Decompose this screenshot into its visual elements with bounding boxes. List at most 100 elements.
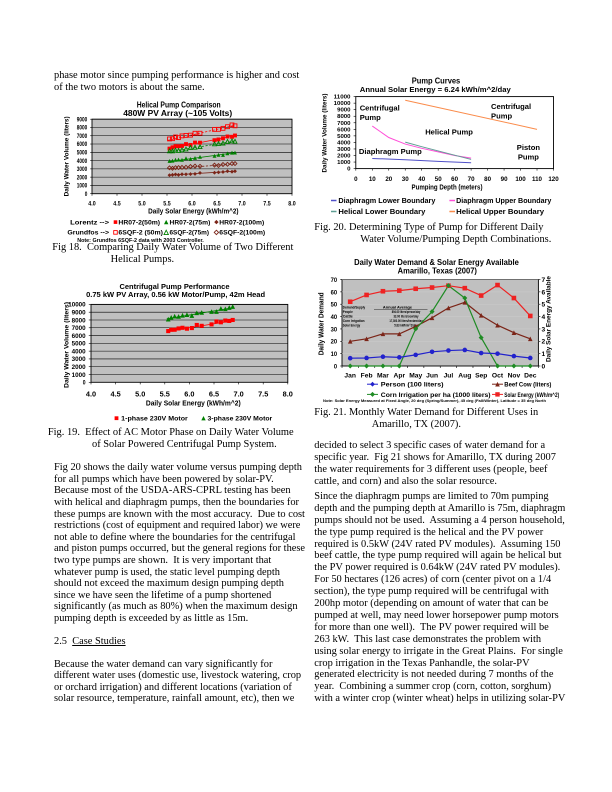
svg-text:110: 110 (532, 176, 543, 183)
svg-text:0: 0 (542, 363, 546, 370)
svg-text:30: 30 (331, 326, 338, 333)
svg-text:6.5: 6.5 (209, 392, 219, 399)
svg-text:HR07-2(75m): HR07-2(75m) (170, 219, 211, 226)
svg-text:Note: Grundfos 6SQF-2 data wi: Note: Grundfos 6SQF-2 data with 2003 Con… (77, 238, 204, 244)
svg-text:Pump: Pump (491, 111, 512, 120)
svg-text:0: 0 (354, 176, 358, 183)
svg-text:Oct: Oct (492, 372, 504, 379)
svg-text:80: 80 (484, 176, 491, 183)
svg-text:5.5: 5.5 (160, 392, 170, 399)
svg-text:People: People (343, 310, 353, 314)
svg-text:4000: 4000 (77, 158, 88, 165)
svg-text:Apr: Apr (394, 372, 406, 379)
svg-text:2000: 2000 (337, 154, 351, 160)
svg-text:50: 50 (435, 176, 442, 183)
svg-text:Pump Curves: Pump Curves (412, 77, 461, 86)
svg-text:1000: 1000 (77, 183, 88, 190)
svg-text:Piston: Piston (517, 143, 541, 152)
svg-text:50: 50 (331, 302, 338, 309)
svg-text:6.5: 6.5 (213, 200, 221, 207)
svg-text:17,300.00 liters/hectare/day: 17,300.00 liters/hectare/day (389, 319, 422, 323)
svg-text:5000: 5000 (77, 150, 88, 157)
svg-text:1: 1 (542, 351, 546, 358)
svg-text:11000: 11000 (334, 95, 352, 101)
svg-text:6.0: 6.0 (188, 200, 196, 207)
svg-text:6SQF-2(100m): 6SQF-2(100m) (219, 230, 265, 237)
svg-text:6000: 6000 (337, 127, 351, 133)
svg-text:10: 10 (369, 176, 376, 183)
svg-text:7: 7 (542, 277, 546, 284)
svg-text:5.5: 5.5 (163, 200, 171, 207)
svg-text:Daily Solar Energy Available: Daily Solar Energy Available (546, 276, 553, 362)
svg-text:Solar Energy: Solar Energy (343, 324, 360, 328)
svg-text:8000: 8000 (77, 125, 88, 132)
svg-text:Annual Average: Annual Average (383, 305, 412, 309)
svg-text:7000: 7000 (337, 121, 351, 127)
svg-text:3000: 3000 (337, 147, 351, 153)
svg-text:0: 0 (85, 191, 88, 198)
svg-text:Corn Irrigation per ha (1000 l: Corn Irrigation per ha (1000 liters) (381, 392, 491, 399)
svg-text:2: 2 (542, 339, 546, 346)
svg-text:Jan: Jan (344, 372, 356, 379)
svg-text:Centrifugal: Centrifugal (360, 104, 400, 113)
svg-text:6SQF-2 (50m): 6SQF-2 (50m) (118, 230, 163, 237)
svg-text:Daily Solar Energy (kWh/m^2): Daily Solar Energy (kWh/m^2) (148, 208, 238, 216)
svg-text:0: 0 (83, 380, 86, 387)
svg-text:1-phase 230V Motor: 1-phase 230V Motor (121, 416, 188, 423)
svg-text:4000: 4000 (337, 140, 351, 146)
svg-text:Daily Water Volume (liters): Daily Water Volume (liters) (64, 116, 71, 196)
svg-text:5000: 5000 (337, 134, 351, 140)
svg-text:5.83 kWh/m^2/day: 5.83 kWh/m^2/day (394, 324, 417, 328)
svg-text:10: 10 (331, 351, 338, 358)
svg-text:3000: 3000 (77, 166, 88, 173)
svg-text:70: 70 (331, 277, 338, 284)
svg-text:Centrifugal Pump Performance: Centrifugal Pump Performance (120, 282, 230, 291)
svg-text:100: 100 (515, 176, 526, 183)
svg-text:Demand/Supply: Demand/Supply (343, 305, 365, 309)
svg-text:Daily Solar Energy (kWh/m^2): Daily Solar Energy (kWh/m^2) (146, 399, 241, 408)
svg-text:3000: 3000 (72, 356, 86, 363)
svg-text:5000: 5000 (72, 341, 86, 348)
svg-text:60: 60 (331, 289, 338, 296)
svg-text:Lorentz -->: Lorentz --> (70, 219, 109, 226)
svg-text:Dec: Dec (524, 372, 537, 379)
svg-text:Person (100 liters): Person (100 liters) (381, 382, 444, 389)
svg-text:Diaphragm Upper Boundary: Diaphragm Upper Boundary (456, 196, 551, 205)
svg-text:May: May (409, 372, 422, 379)
svg-text:Feb: Feb (361, 372, 373, 379)
svg-text:3: 3 (542, 326, 546, 333)
svg-text:Annual Solar Energy = 6.24 kWh: Annual Solar Energy = 6.24 kWh/m^2/day (360, 85, 512, 94)
svg-text:7.5: 7.5 (263, 200, 271, 207)
svg-text:2000: 2000 (72, 364, 86, 371)
svg-text:9000: 9000 (77, 116, 88, 123)
svg-text:Helical Pump: Helical Pump (425, 128, 473, 137)
svg-text:6000: 6000 (77, 141, 88, 148)
svg-text:90: 90 (501, 176, 508, 183)
svg-text:Corn Irrigation: Corn Irrigation (343, 319, 365, 323)
svg-text:1000: 1000 (337, 160, 351, 166)
svg-text:3-phase 230V Motor: 3-phase 230V Motor (208, 416, 273, 423)
svg-text:8000: 8000 (337, 114, 351, 120)
svg-text:Helical Upper Boundary: Helical Upper Boundary (456, 207, 544, 216)
svg-text:70: 70 (468, 176, 475, 183)
svg-text:Beef Cow (liters): Beef Cow (liters) (504, 382, 551, 389)
svg-text:Pumping Depth (meters): Pumping Depth (meters) (412, 184, 483, 191)
svg-text:40: 40 (331, 314, 338, 321)
svg-text:Amarillo, Texas (2007): Amarillo, Texas (2007) (398, 266, 478, 275)
svg-text:Grundfos -->: Grundfos --> (67, 230, 109, 237)
svg-text:9000: 9000 (72, 310, 86, 317)
svg-text:2000: 2000 (77, 174, 88, 181)
svg-text:480W PV Array (~105 Volts): 480W PV Array (~105 Volts) (123, 108, 232, 118)
svg-text:Mar: Mar (377, 372, 389, 379)
svg-text:HR07-2(50m): HR07-2(50m) (118, 219, 160, 226)
svg-text:0: 0 (334, 363, 337, 370)
svg-text:Daily Water Volume (liters): Daily Water Volume (liters) (322, 94, 328, 173)
svg-text:10000: 10000 (68, 302, 86, 309)
svg-text:5.0: 5.0 (138, 200, 146, 207)
svg-text:Note: Solar Energy Measured at: Note: Solar Energy Measured at Fixed Ang… (323, 399, 547, 403)
svg-text:4.5: 4.5 (111, 392, 121, 399)
svg-text:8.0: 8.0 (283, 392, 293, 399)
svg-text:7.0: 7.0 (234, 392, 244, 399)
svg-text:4: 4 (542, 314, 546, 321)
svg-text:Centrifugal: Centrifugal (491, 102, 531, 111)
